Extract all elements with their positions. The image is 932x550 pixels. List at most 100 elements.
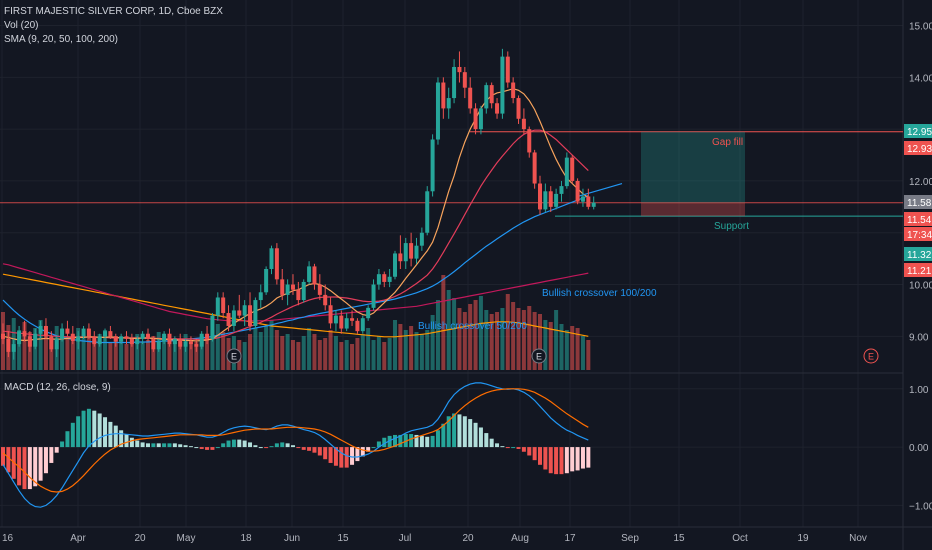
candle-body — [457, 66, 462, 73]
macd-histogram-bar — [1, 447, 5, 466]
price-tag[interactable]: 11.54 — [904, 212, 932, 226]
price-tag-bg — [904, 247, 932, 261]
volume-bar — [554, 310, 559, 370]
macd-histogram-bar — [140, 442, 145, 448]
volume-bar — [290, 340, 295, 370]
candle-body — [231, 310, 236, 326]
macd-tick-label: 1.00 — [909, 385, 929, 396]
candle-body — [570, 157, 575, 181]
candle-body — [350, 318, 355, 321]
volume-bar — [441, 275, 446, 370]
macd-histogram-bar — [49, 447, 54, 463]
price-tag-label: 11.54 — [907, 215, 932, 226]
volume-legend[interactable]: Vol (20) — [4, 20, 39, 31]
target-zone — [641, 131, 745, 203]
macd-histogram-bar — [328, 447, 333, 463]
candle-body — [393, 253, 398, 277]
volume-bar — [478, 296, 483, 370]
volume-bar — [129, 338, 134, 370]
candle-body — [221, 297, 226, 314]
macd-histogram-bar — [323, 447, 328, 460]
candle-body — [248, 305, 253, 326]
symbol-legend[interactable]: FIRST MAJESTIC SILVER CORP, 1D, Cboe BZX — [4, 6, 223, 17]
trade-zone — [641, 131, 745, 217]
macd-panel — [1, 382, 591, 508]
candles — [1, 48, 596, 360]
price-tag[interactable]: 11.21 — [904, 263, 932, 277]
candle-body — [532, 152, 537, 184]
sma-legend[interactable]: SMA (9, 20, 50, 100, 200) — [4, 34, 118, 45]
volume-bar — [532, 312, 537, 370]
price-tag[interactable]: 11.32 — [904, 247, 932, 261]
price-tag[interactable]: 11.58 — [904, 195, 932, 209]
candle-body — [382, 274, 387, 282]
annotation-label[interactable]: Support — [714, 221, 749, 232]
price-tick-label: 14.00 — [909, 73, 932, 84]
macd-histogram-bar — [484, 433, 489, 448]
volume-bar — [258, 332, 263, 370]
candle-body — [237, 310, 242, 316]
volume-bar — [264, 326, 269, 370]
volume-bar — [548, 322, 553, 370]
macd-histogram-bar — [559, 447, 564, 475]
macd-histogram-bar — [296, 447, 301, 449]
volume-bar — [312, 334, 317, 370]
candle-body — [285, 284, 290, 295]
macd-histogram-bar — [205, 447, 210, 450]
macd-histogram-bar — [199, 447, 204, 449]
macd-histogram-bar — [188, 446, 193, 448]
volume-bar — [194, 342, 199, 370]
macd-histogram-bar — [38, 447, 43, 481]
macd-histogram-bar — [570, 447, 575, 472]
horizontal-levels — [0, 131, 903, 217]
candle-body — [403, 243, 408, 262]
annotations: Gap fill Support Bullish crossover 100/200… — [418, 137, 749, 332]
volume-bar — [435, 300, 440, 370]
volume-bar — [328, 330, 333, 370]
macd-histogram-bar — [312, 447, 317, 453]
volume-bar — [419, 334, 424, 370]
price-axis[interactable]: 9.0010.0011.0012.0013.0014.0015.001.000.… — [904, 22, 932, 513]
annotation-label[interactable]: Gap fill — [712, 137, 743, 148]
price-tag-bg — [904, 195, 932, 209]
macd-histogram-bar — [22, 447, 27, 490]
candle-body — [521, 118, 526, 130]
time-tick-label: 19 — [797, 533, 809, 544]
macd-histogram-bar — [500, 446, 505, 448]
volume-bar — [462, 312, 467, 370]
candle-body — [366, 307, 371, 319]
candle-body — [317, 284, 322, 295]
macd-histogram-bar — [393, 434, 398, 448]
candle-body — [484, 85, 489, 109]
macd-histogram-bar — [81, 410, 86, 448]
earnings-marker[interactable]: E — [531, 348, 547, 364]
macd-legend[interactable]: MACD (12, 26, close, 9) — [4, 382, 111, 393]
earnings-marker[interactable]: E — [226, 348, 242, 364]
volume-bar — [60, 330, 65, 370]
candle-body — [419, 232, 424, 246]
time-axis[interactable]: 16 Apr 20 May 18 Jun 15 Jul 20 Aug 17 Sep 15 Oct 19 Nov — [2, 533, 867, 544]
volume-bar — [489, 314, 494, 370]
volume-bar — [242, 342, 247, 370]
candle-body — [124, 336, 129, 339]
candle-body — [210, 315, 215, 339]
annotation-label[interactable]: Bullish crossover 50/200 — [418, 321, 527, 332]
price-tag[interactable]: 12.93 — [904, 141, 932, 155]
price-tag[interactable]: 17:34 — [904, 227, 932, 241]
volume-bar — [425, 330, 430, 370]
volume-bar — [81, 332, 86, 370]
annotation-label[interactable]: Bullish crossover 100/200 — [542, 288, 657, 299]
macd-histogram-bar — [452, 413, 457, 448]
candle-body — [199, 333, 204, 347]
candle-body — [60, 328, 65, 339]
macd-histogram-bar — [194, 447, 199, 449]
macd-histogram-bar — [113, 425, 118, 448]
earnings-marker[interactable]: E — [863, 348, 879, 364]
earnings-marker-circle — [531, 348, 547, 364]
candle-body — [328, 305, 333, 324]
price-tag-bg — [904, 141, 932, 155]
candle-body — [538, 183, 542, 210]
price-tag[interactable]: 12.95 — [904, 124, 932, 138]
time-tick-label: 20 — [134, 533, 146, 544]
